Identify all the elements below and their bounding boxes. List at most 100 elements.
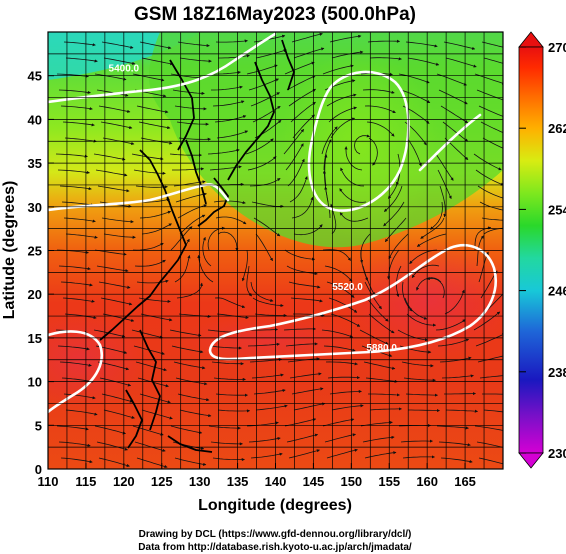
streamline [60, 457, 93, 464]
x-tick-label: 135 [227, 474, 249, 489]
streamline [211, 361, 244, 366]
streamline [473, 311, 501, 331]
streamline [132, 425, 164, 436]
streamline [208, 70, 241, 75]
streamline [169, 153, 203, 157]
streamline [293, 402, 326, 411]
colorbar-tick-label: 270 [548, 40, 566, 55]
streamline [141, 409, 173, 420]
contour-label: 5520.0 [332, 282, 363, 293]
streamline [286, 433, 319, 443]
streamline [246, 421, 279, 427]
x-tick-label: 155 [378, 474, 400, 489]
streamline [477, 185, 503, 199]
contour-label: 5880.0 [366, 343, 397, 354]
streamline [403, 377, 436, 382]
streamline [134, 259, 166, 267]
y-axis-label: Latitude (degrees) [1, 181, 18, 320]
contour-labels: 5400.0 5520.0 5880.0 [109, 63, 398, 354]
streamline [286, 75, 316, 91]
streamline [247, 342, 280, 347]
streamline [170, 226, 193, 251]
streamline [63, 41, 96, 47]
streamline [255, 404, 288, 411]
streamline [400, 89, 431, 104]
streamline [131, 329, 164, 339]
streamline [429, 201, 443, 230]
streamline [245, 138, 274, 155]
streamline [174, 457, 207, 466]
streamline [100, 121, 133, 130]
streamline [405, 41, 438, 48]
x-tick-label: 120 [113, 474, 135, 489]
streamline [445, 409, 479, 413]
x-tick-label: 165 [454, 474, 476, 489]
x-axis-label: Longitude (degrees) [198, 497, 352, 514]
streamline [407, 57, 440, 66]
streamline [209, 345, 242, 350]
streamline [416, 233, 447, 247]
streamline [215, 393, 249, 397]
streamline [354, 134, 371, 155]
streamline [384, 217, 407, 243]
streamline [133, 169, 166, 175]
streamline [94, 425, 127, 435]
streamline [65, 409, 98, 416]
streamline [481, 217, 503, 221]
streamline [215, 39, 248, 43]
streamline [132, 242, 164, 251]
streamline [344, 146, 363, 171]
streamline [404, 297, 428, 320]
streamline [291, 196, 314, 219]
streamline [218, 54, 250, 59]
streamline [139, 41, 172, 50]
streamline [397, 329, 429, 342]
streamline [251, 201, 284, 208]
streamline [284, 61, 315, 75]
streamline [479, 375, 503, 379]
streamline [481, 41, 503, 48]
streamline [475, 333, 503, 347]
streamline [367, 39, 401, 43]
streamline [171, 345, 204, 354]
streamline [331, 50, 364, 59]
streamline [475, 169, 503, 186]
streamline [93, 153, 126, 161]
streamline [441, 374, 474, 379]
y-tick-label: 35 [28, 156, 42, 171]
streamline [477, 355, 503, 363]
streamline [216, 130, 249, 139]
streamline [213, 200, 246, 205]
streamline [213, 377, 246, 381]
streamline [324, 186, 331, 219]
streamline [211, 85, 243, 91]
streamline [138, 297, 171, 304]
streamline [98, 105, 131, 113]
streamline [324, 433, 357, 443]
streamline [366, 121, 395, 137]
streamline [255, 233, 273, 262]
streamline [285, 143, 304, 171]
streamline [170, 425, 203, 435]
streamline [58, 441, 91, 447]
streamline [57, 345, 90, 351]
streamline [103, 409, 135, 419]
streamline [174, 254, 191, 283]
streamline [435, 319, 466, 331]
streamline [172, 167, 205, 171]
streamline [248, 436, 281, 443]
y-tick-label: 0 [35, 462, 42, 477]
streamline [406, 313, 437, 327]
y-tick-label: 25 [28, 244, 42, 259]
y-tick-label: 20 [28, 287, 42, 302]
streamline [287, 158, 305, 187]
y-tick-label: 15 [28, 331, 42, 346]
streamline [369, 407, 403, 411]
streamline [291, 387, 324, 395]
streamline [368, 393, 401, 397]
streamline [444, 289, 465, 315]
x-tick-label: 130 [189, 474, 211, 489]
streamline [100, 297, 133, 306]
streamline [328, 297, 358, 313]
streamline [214, 297, 246, 309]
